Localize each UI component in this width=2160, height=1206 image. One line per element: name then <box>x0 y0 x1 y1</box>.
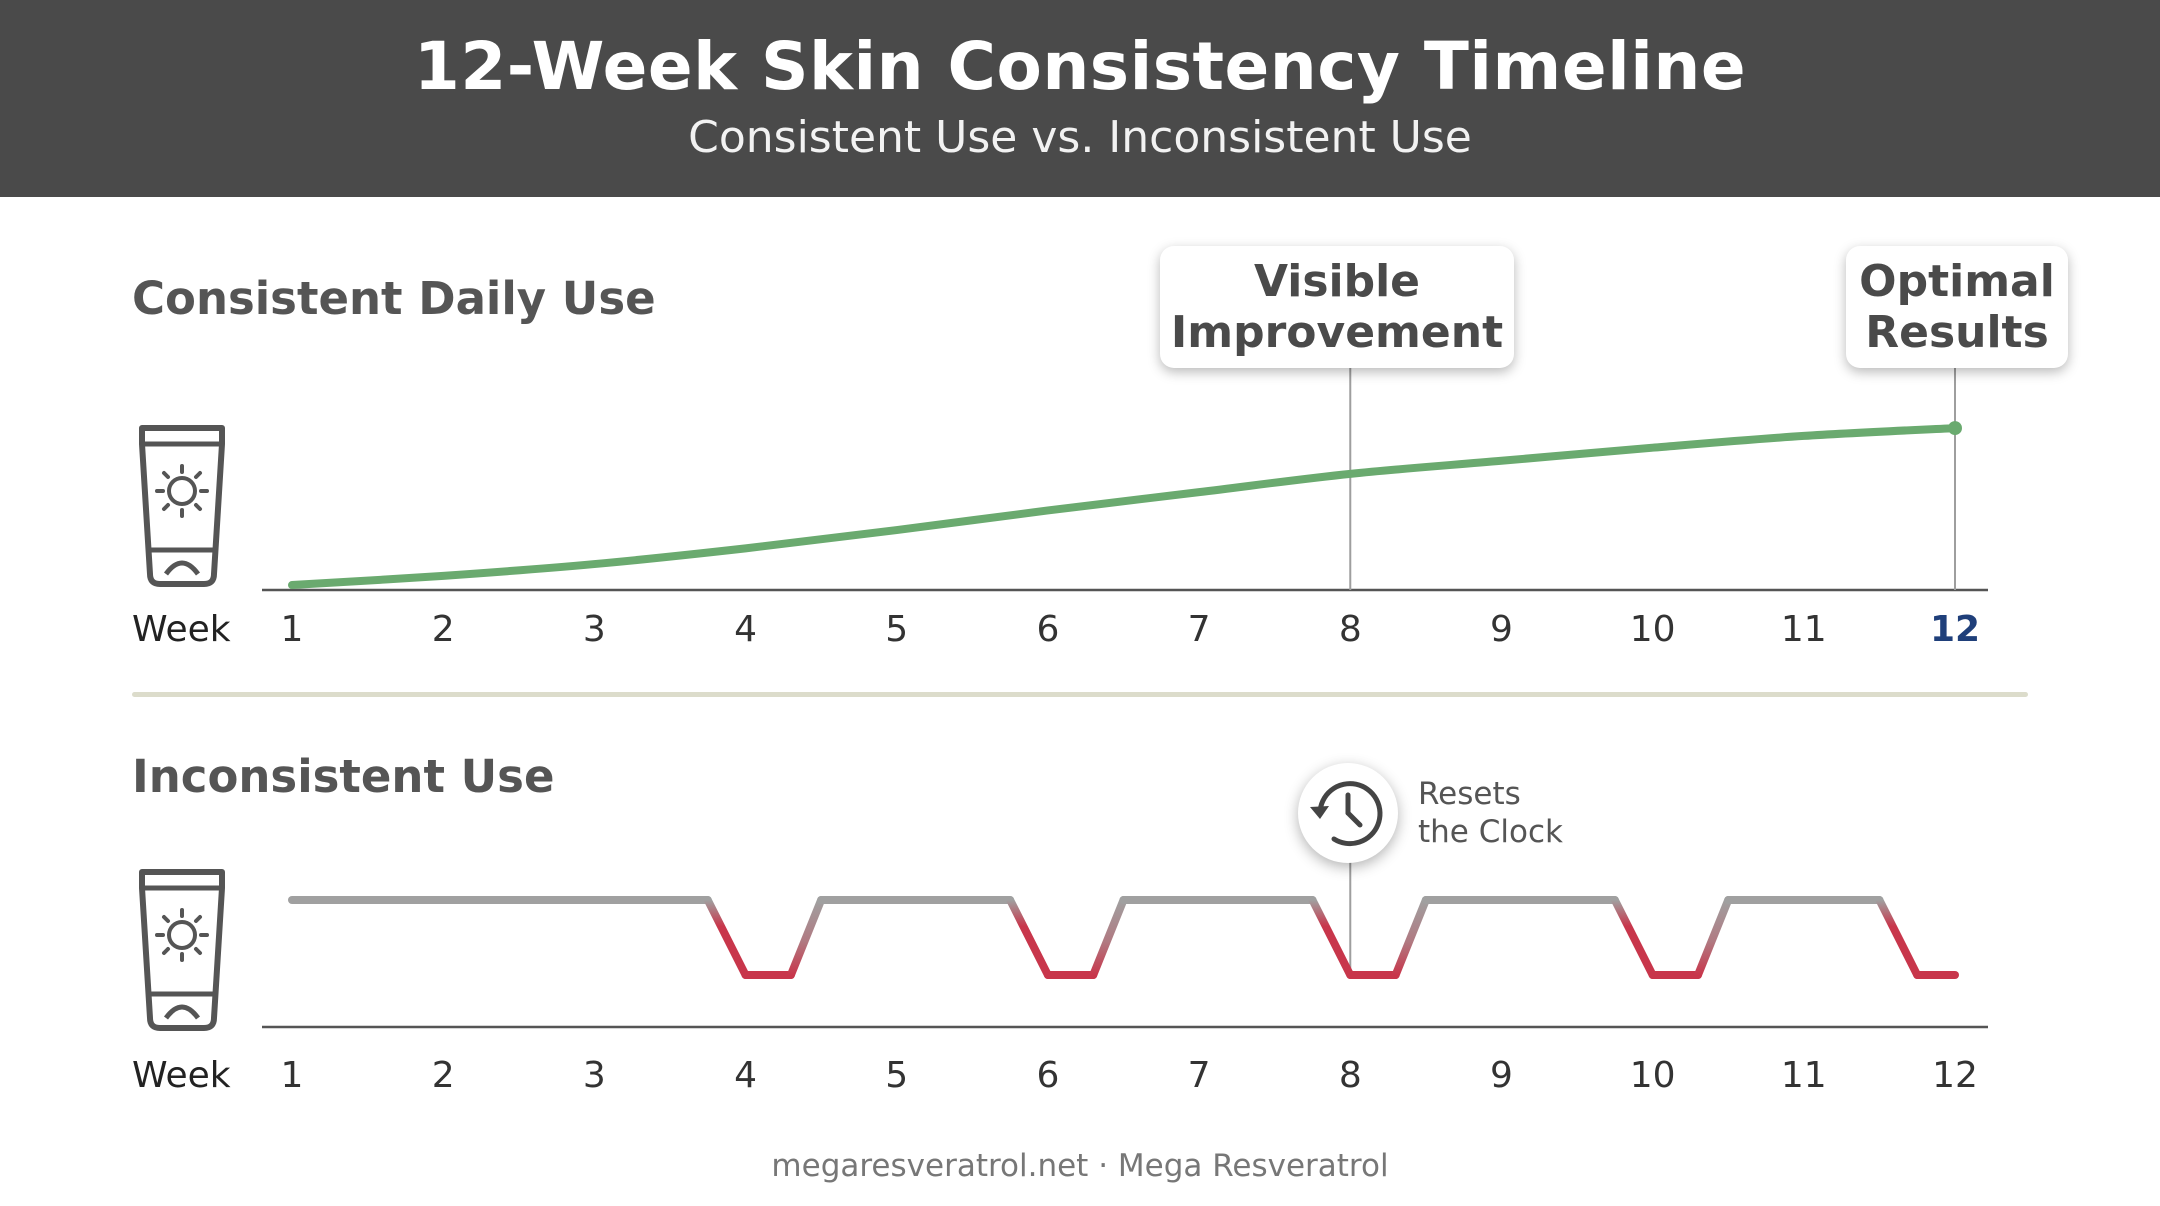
consistent-x-tick-label: 5 <box>885 609 908 650</box>
consistent-x-tick-label: 6 <box>1036 609 1059 650</box>
inconsistent-x-tick-label: 3 <box>583 1055 606 1096</box>
missed-use-segment <box>1391 896 1430 979</box>
inconsistent-x-tick-label: 12 <box>1932 1055 1978 1096</box>
inconsistent-x-tick-label: 8 <box>1339 1055 1362 1096</box>
consistent-end-point <box>1948 421 1962 436</box>
inconsistent-x-tick-label: 2 <box>432 1055 455 1096</box>
consistent-x-tick-label: 10 <box>1630 609 1676 650</box>
footer-credit: megaresveratrol.net · Mega Resveratrol <box>771 1148 1389 1184</box>
inconsistent-x-tick-label: 11 <box>1781 1055 1827 1096</box>
consistent-series-line <box>288 424 1959 589</box>
inconsistent-x-tick-label: 4 <box>734 1055 757 1096</box>
consistent-x-tick-label: 1 <box>281 609 304 650</box>
consistent-week-label: Week <box>132 609 231 650</box>
visible-improvement-callout: Visible Improvement <box>1160 246 1514 368</box>
page-title: 12-Week Skin Consistency Timeline <box>413 28 1747 105</box>
consistent-section-title: Consistent Daily Use <box>132 272 656 325</box>
missed-use-segment <box>1308 896 1355 979</box>
consistent-x-tick-label: 9 <box>1490 609 1513 650</box>
inconsistent-section-title: Inconsistent Use <box>132 750 555 803</box>
missed-use-segment <box>1006 896 1052 979</box>
resets-the-clock-label: Resets the Clock <box>1418 776 1563 850</box>
missed-use-segment <box>1610 896 1657 979</box>
inconsistent-x-tick-label: 10 <box>1630 1055 1676 1096</box>
sunscreen-tube-icon <box>139 869 225 1031</box>
inconsistent-week-label: Week <box>132 1055 231 1096</box>
consistent-x-tick-label: 11 <box>1781 609 1827 650</box>
consistent-x-tick-label: 4 <box>734 609 757 650</box>
sunscreen-tube-icon <box>139 425 225 587</box>
missed-use-segment <box>703 896 750 979</box>
inconsistent-x-tick-label: 1 <box>281 1055 304 1096</box>
missed-use-segment <box>786 896 826 979</box>
inconsistent-x-tick-label: 7 <box>1188 1055 1211 1096</box>
consistent-x-tick-label: 7 <box>1188 609 1211 650</box>
history-clock-icon <box>1298 763 1398 863</box>
missed-use-segment <box>1875 896 1922 979</box>
page-subtitle: Consistent Use vs. Inconsistent Use <box>688 112 1472 163</box>
consistent-x-tick-label: 12 <box>1930 609 1980 650</box>
header-banner: 12-Week Skin Consistency Timeline Consis… <box>0 0 2160 197</box>
consistent-x-tick-label: 8 <box>1339 609 1362 650</box>
inconsistent-x-tick-label: 9 <box>1490 1055 1513 1096</box>
inconsistent-x-tick-label: 5 <box>885 1055 908 1096</box>
inconsistent-x-tick-label: 6 <box>1036 1055 1059 1096</box>
section-divider <box>132 692 2028 697</box>
missed-use-segment <box>1693 896 1733 979</box>
consistent-x-tick-label: 3 <box>583 609 606 650</box>
optimal-results-callout: Optimal Results <box>1846 246 2068 368</box>
consistent-x-tick-label: 2 <box>432 609 455 650</box>
missed-use-segment <box>1089 896 1128 979</box>
